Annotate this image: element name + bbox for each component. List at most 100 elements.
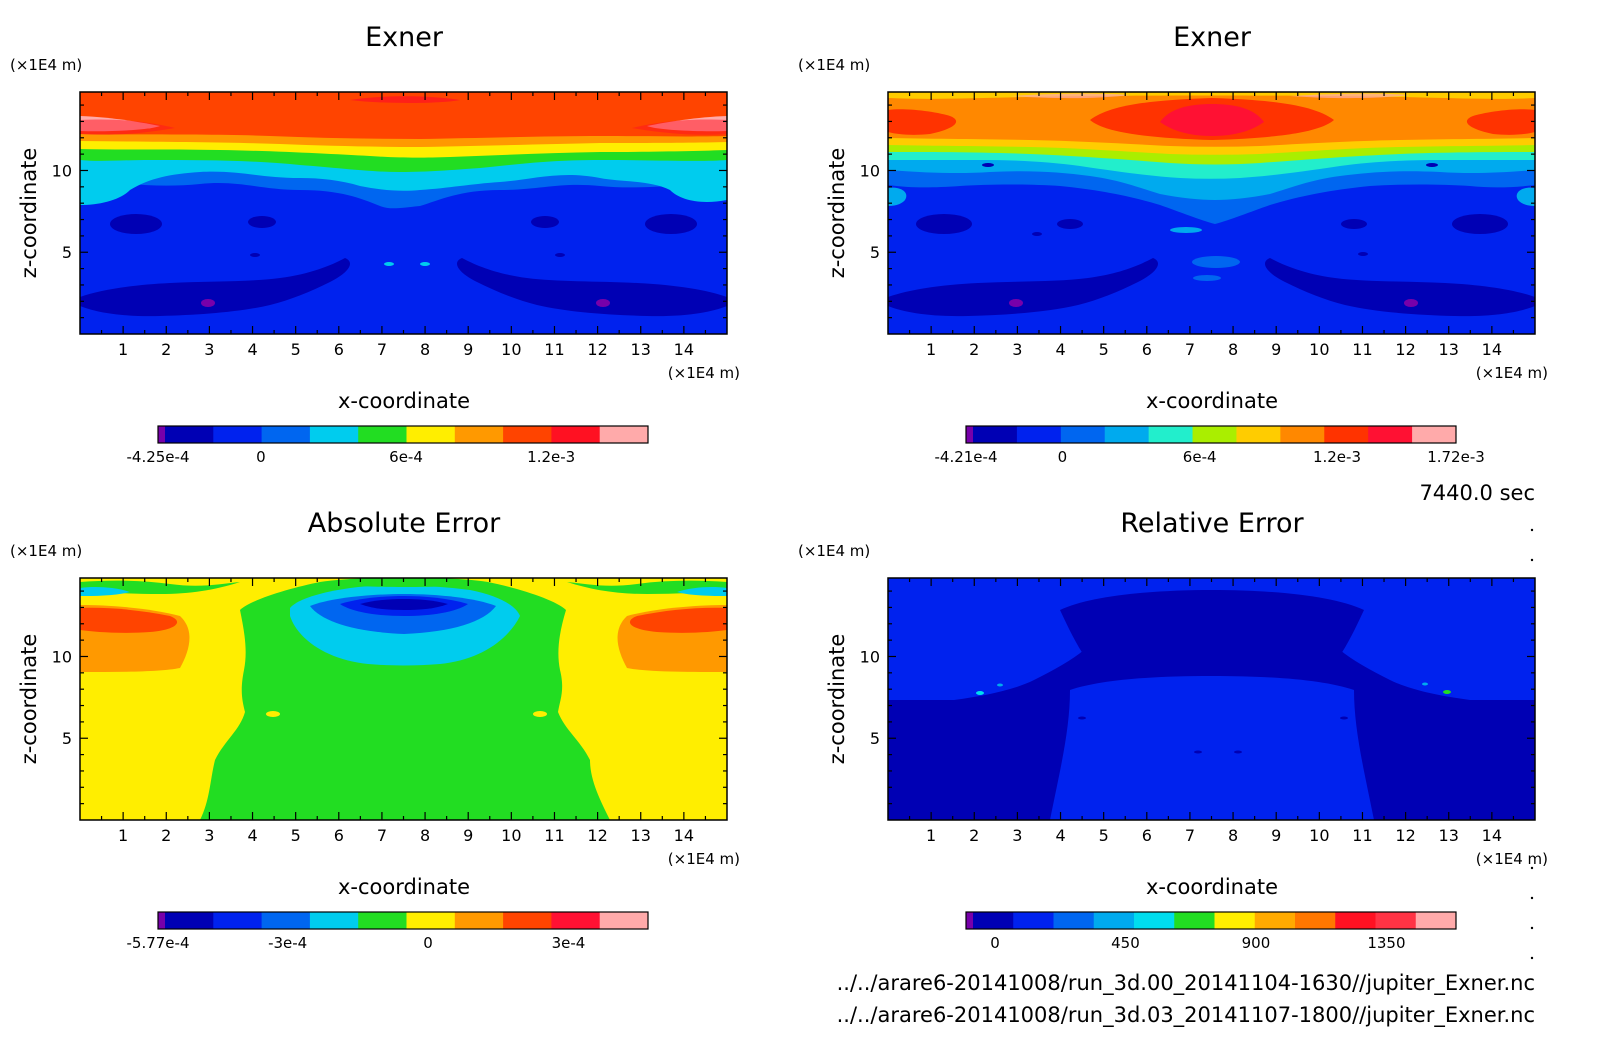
y-axis-label: z-coordinate [825,634,849,765]
x-tick-label: 4 [1055,340,1065,359]
x-tick-label: 11 [1352,826,1372,845]
y-tick-label: 5 [62,729,72,748]
colorbar-label: 1.2e-3 [527,448,575,466]
colorbar-swatch [966,912,974,929]
x-tick-label: 2 [969,826,979,845]
colorbar-swatch [158,426,166,443]
colorbar-frame [157,425,649,444]
colorbar-swatch [1214,912,1256,929]
x-tick-label: 14 [1482,340,1502,359]
colorbar-label: 0 [423,934,433,952]
colorbar: -4.25e-4 0 6e-4 1.2e-3 [127,425,649,466]
panel-title: Exner [365,22,444,53]
footer-file-2: ../../arare6-20141008/run_3d.03_20141107… [837,1003,1535,1028]
colorbar-swatch [503,912,552,929]
colorbar-swatch [1236,426,1281,443]
panel-exner-1: Exner (×1E4 m) [10,22,740,466]
x-tick-label: 3 [204,340,214,359]
x-tick-label: 7 [377,340,387,359]
colorbar-swatch [599,426,649,443]
panel-title: Exner [1173,22,1252,53]
y-axis-label: z-coordinate [17,148,41,279]
x-tick-label: 7 [377,826,387,845]
colorbar-label: 3e-4 [552,934,586,952]
x-tick-label: 11 [544,340,564,359]
x-tick-label: 5 [291,826,301,845]
contour-field [888,92,1535,334]
colorbar-swatch [454,912,504,929]
colorbar-swatch [1280,426,1325,443]
x-tick-label: 9 [463,340,473,359]
colorbar-swatch [1375,912,1417,929]
colorbar-label: -5.77e-4 [127,934,190,952]
colorbar-swatch [1295,912,1336,929]
colorbar-swatch [1415,912,1457,929]
colorbar-swatch [1093,912,1135,929]
x-tick-label: 6 [334,826,344,845]
x-tick-label: 5 [1099,340,1109,359]
panel-relative-error: Relative Error (×1E4 m) 1 2 3 4 5 6 7 8 9 10 11 12 1… [798,508,1548,952]
x-tick-label: 3 [1012,826,1022,845]
y-tick-label: 10 [52,647,72,666]
y-unit-label: (×1E4 m) [798,542,870,560]
x-tick-label: 11 [544,826,564,845]
colorbar-swatch [1104,426,1150,443]
colorbar-swatch [1053,912,1095,929]
x-axis-label: x-coordinate [1146,389,1278,413]
y-tick-label: 5 [870,729,880,748]
colorbar-swatch [1254,912,1296,929]
colorbar-swatch [406,426,456,443]
x-tick-label: 5 [1099,826,1109,845]
colorbar-swatch [358,426,407,443]
colorbar-swatch [309,426,359,443]
colorbar: -5.77e-4 -3e-4 0 3e-4 [127,911,649,952]
x-tick-label: 8 [1228,340,1238,359]
colorbar-swatch [261,426,311,443]
colorbar-frame [965,911,1457,930]
x-unit-label: (×1E4 m) [1476,850,1548,868]
x-tick-label: 14 [1482,826,1502,845]
colorbar-label: 1.2e-3 [1313,448,1361,466]
colorbar-swatch [165,426,214,443]
colorbar-swatch [1013,912,1054,929]
x-tick-label: 1 [118,340,128,359]
x-unit-label: (×1E4 m) [668,850,740,868]
colorbar-swatch [1368,426,1413,443]
colorbar-label: 1350 [1367,934,1405,952]
panel-title: Absolute Error [308,508,501,539]
y-axis-label: z-coordinate [825,148,849,279]
x-tick-label: 10 [1309,340,1329,359]
x-axis-label: x-coordinate [338,875,470,899]
x-tick-label: 12 [1395,340,1415,359]
x-tick-label: 5 [291,340,301,359]
colorbar-swatch [1192,426,1237,443]
x-tick-label: 4 [1055,826,1065,845]
x-tick-label: 13 [631,826,651,845]
x-tick-label: 2 [969,340,979,359]
colorbar-label: 6e-4 [389,448,423,466]
colorbar-swatch [1335,912,1376,929]
x-tick-label: 9 [463,826,473,845]
colorbar: -4.21e-4 0 6e-4 1.2e-3 1.72e-3 [935,425,1485,466]
colorbar-swatch [1148,426,1194,443]
colorbar-swatch [358,912,407,929]
colorbar-swatch [454,426,504,443]
x-unit-label: (×1E4 m) [668,364,740,382]
x-tick-label: 1 [926,340,936,359]
colorbar-swatch [966,426,974,443]
colorbar-label: 1.72e-3 [1427,448,1485,466]
x-tick-label: 13 [1439,826,1459,845]
contour-field [80,578,727,820]
colorbar-swatch [309,912,359,929]
colorbar-swatch [503,426,552,443]
colorbar-label: -4.21e-4 [935,448,998,466]
x-tick-label: 4 [247,826,257,845]
x-tick-label: 3 [1012,340,1022,359]
colorbar-swatch [973,912,1014,929]
y-tick-label: 10 [52,161,72,180]
colorbar-label: -4.25e-4 [127,448,190,466]
colorbar-swatch [165,912,214,929]
x-tick-label: 13 [631,340,651,359]
x-tick-label: 7 [1185,340,1195,359]
y-axis-label: z-coordinate [17,634,41,765]
